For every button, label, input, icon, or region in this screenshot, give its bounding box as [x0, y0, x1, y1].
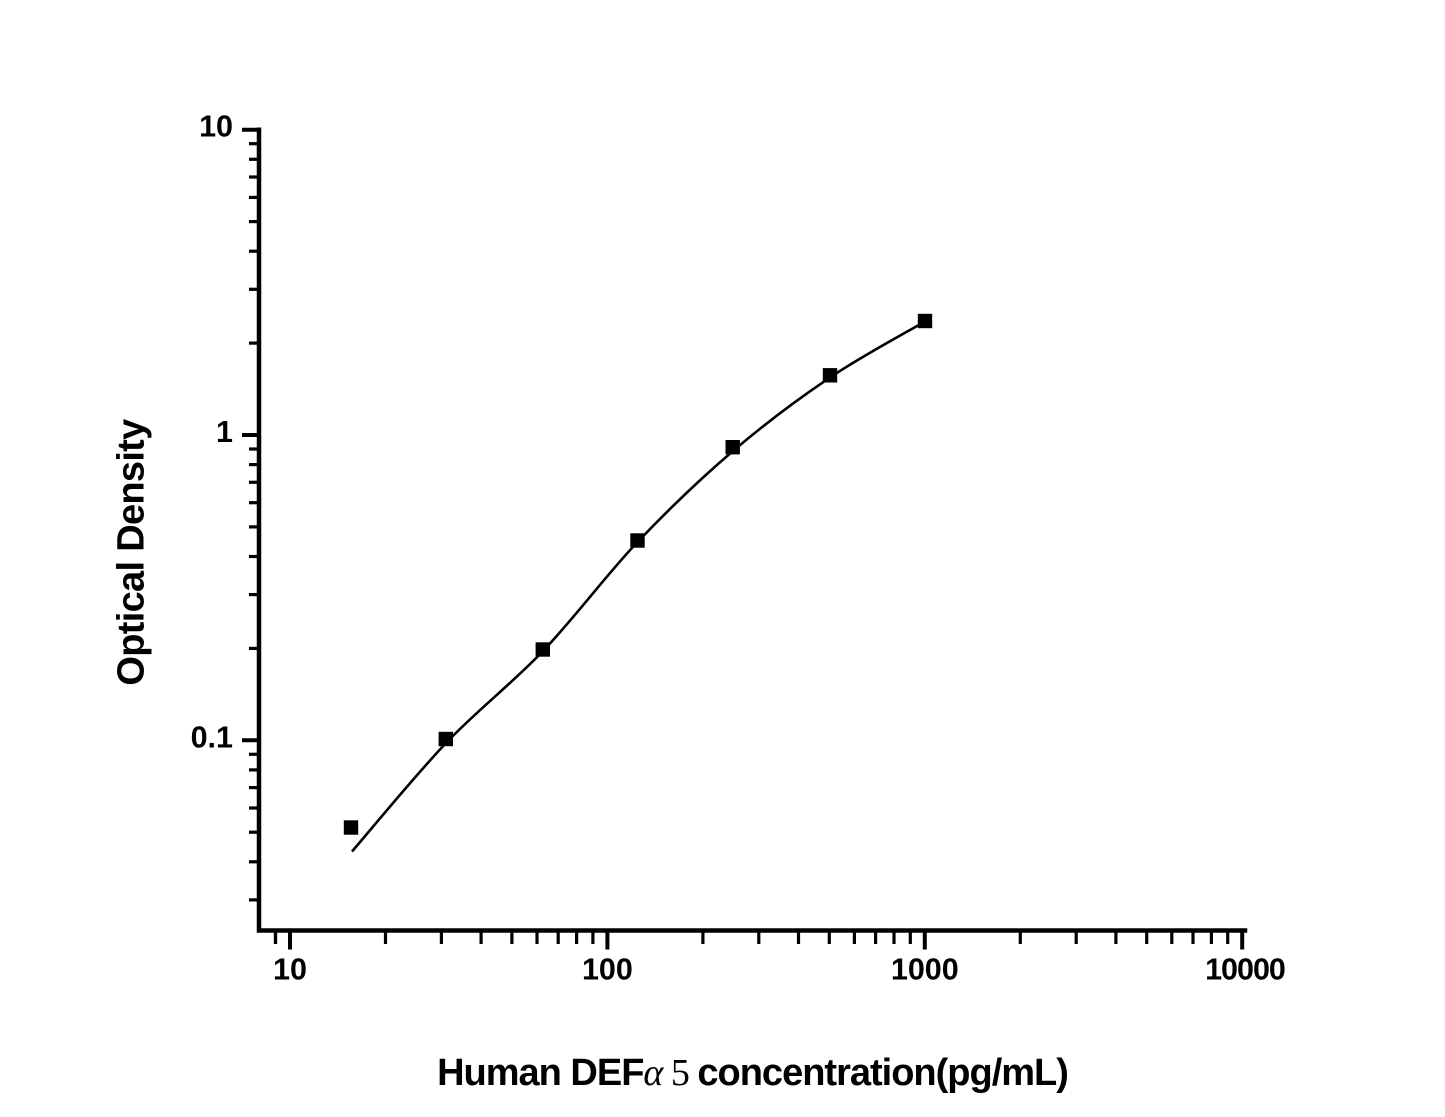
svg-text:Human DEFα 5 concentration(pg/: Human DEFα 5 concentration(pg/mL)	[437, 1052, 1068, 1094]
svg-text:Optical Density: Optical Density	[111, 419, 153, 686]
svg-text:10000: 10000	[1205, 953, 1285, 987]
svg-text:100: 100	[582, 953, 633, 987]
svg-text:1: 1	[216, 415, 233, 449]
svg-text:0.1: 0.1	[191, 720, 233, 754]
svg-text:1000: 1000	[891, 953, 959, 987]
svg-text:10: 10	[273, 953, 307, 987]
svg-text:10: 10	[199, 110, 233, 144]
